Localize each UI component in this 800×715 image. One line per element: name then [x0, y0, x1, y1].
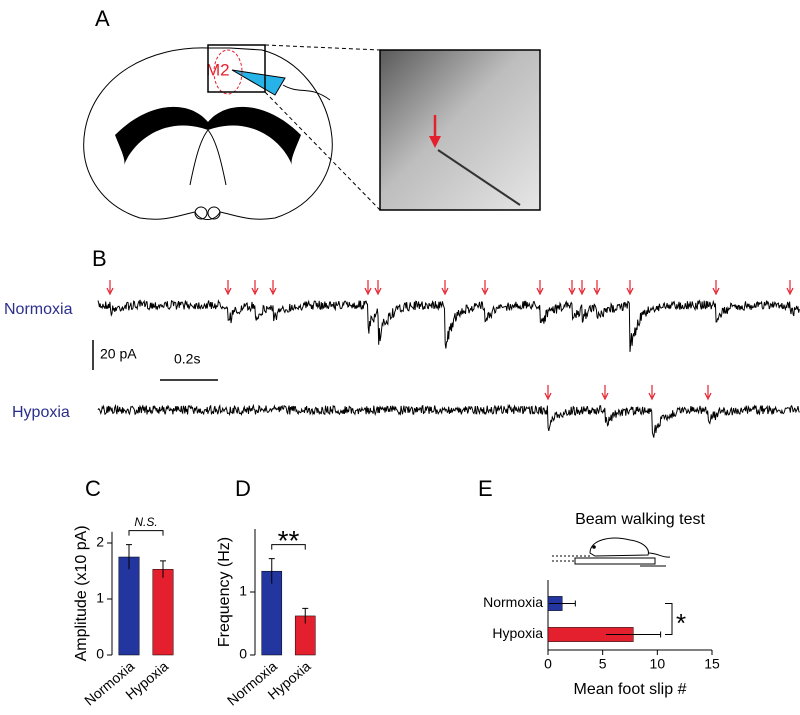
- significance-label: *: [676, 608, 686, 638]
- significance-label: N.S.: [134, 515, 157, 529]
- zoom-line: [264, 44, 381, 51]
- current-trace: [97, 403, 800, 438]
- x-tick-label: 5: [599, 656, 607, 672]
- significance-bracket: [128, 530, 164, 536]
- y-tick-label: 1: [239, 583, 247, 599]
- event-arrow: [224, 287, 232, 296]
- bar: [152, 569, 174, 656]
- brain-line: [189, 129, 227, 186]
- error-bar: [268, 558, 275, 584]
- event-arrow: [374, 287, 382, 296]
- significance-label: **: [278, 525, 300, 556]
- event-arrow: [269, 287, 277, 296]
- event-arrow: [786, 287, 794, 296]
- event-arrow: [568, 287, 576, 296]
- error-bar: [160, 560, 166, 578]
- y-tick-label: 2: [96, 534, 104, 550]
- brain-outline: [83, 47, 333, 220]
- panel-label: D: [235, 476, 251, 501]
- event-arrow: [544, 392, 552, 401]
- event-arrow: [536, 287, 544, 296]
- panel-label: B: [92, 246, 107, 271]
- y-tick-label: 0: [96, 646, 104, 662]
- event-arrow: [441, 287, 449, 296]
- y-tick-label: Normoxia: [483, 594, 543, 610]
- event-arrow: [626, 287, 634, 296]
- event-arrow: [648, 392, 656, 401]
- electrode-wire: [282, 84, 331, 101]
- event-arrow: [601, 392, 609, 401]
- current-trace: [97, 299, 800, 352]
- x-tick-label: 15: [704, 656, 720, 672]
- electrode: [231, 69, 286, 96]
- significance-bracket: [271, 544, 306, 550]
- event-arrow: [364, 287, 372, 296]
- event-arrow: [251, 287, 259, 296]
- x-tick-label: 0: [544, 656, 552, 672]
- trace-label: Hypoxia: [12, 404, 70, 421]
- zoom-box: [207, 44, 266, 93]
- y-tick-label: 0: [239, 646, 247, 662]
- x-tick-label: Normoxia: [81, 658, 137, 709]
- event-arrow: [481, 287, 489, 296]
- brain-line: [194, 206, 208, 220]
- traces: [97, 280, 800, 438]
- significance-bracket: [665, 603, 673, 635]
- zoom-line: [264, 91, 381, 211]
- panel-label: C: [85, 476, 101, 501]
- panel-label: A: [95, 6, 110, 31]
- m2-region: [213, 49, 243, 95]
- x-tick-label: 10: [650, 656, 666, 672]
- x-axis-label: Mean foot slip #: [574, 681, 687, 698]
- error-bar: [126, 544, 132, 570]
- event-arrow: [712, 287, 720, 296]
- inset-photo: [379, 49, 541, 211]
- event-arrow: [578, 287, 586, 296]
- error-bar: [605, 631, 662, 638]
- trace-label: Normoxia: [4, 301, 73, 318]
- region-label: M2: [206, 60, 230, 79]
- pipette: [437, 149, 521, 206]
- error-bar: [302, 607, 309, 624]
- event-arrow: [704, 392, 712, 401]
- event-arrow: [593, 287, 601, 296]
- y-axis-label: Amplitude (x10 pA): [73, 525, 90, 661]
- y-tick-label: Hypoxia: [492, 625, 543, 641]
- y-axis-label: Frequency (Hz): [216, 537, 233, 647]
- bar: [118, 556, 140, 656]
- panel-label: E: [478, 476, 493, 501]
- mouse-icon: [552, 537, 671, 567]
- chart-title: Beam walking test: [575, 511, 705, 528]
- arrow: [429, 136, 441, 148]
- scale-label: 0.2s: [174, 351, 200, 367]
- error-bar: [549, 600, 576, 607]
- corpus-callosum: [115, 106, 301, 165]
- y-tick-label: 1: [96, 590, 104, 606]
- scale-label: 20 pA: [100, 346, 137, 362]
- brain-line: [207, 206, 221, 220]
- event-arrow: [106, 287, 114, 296]
